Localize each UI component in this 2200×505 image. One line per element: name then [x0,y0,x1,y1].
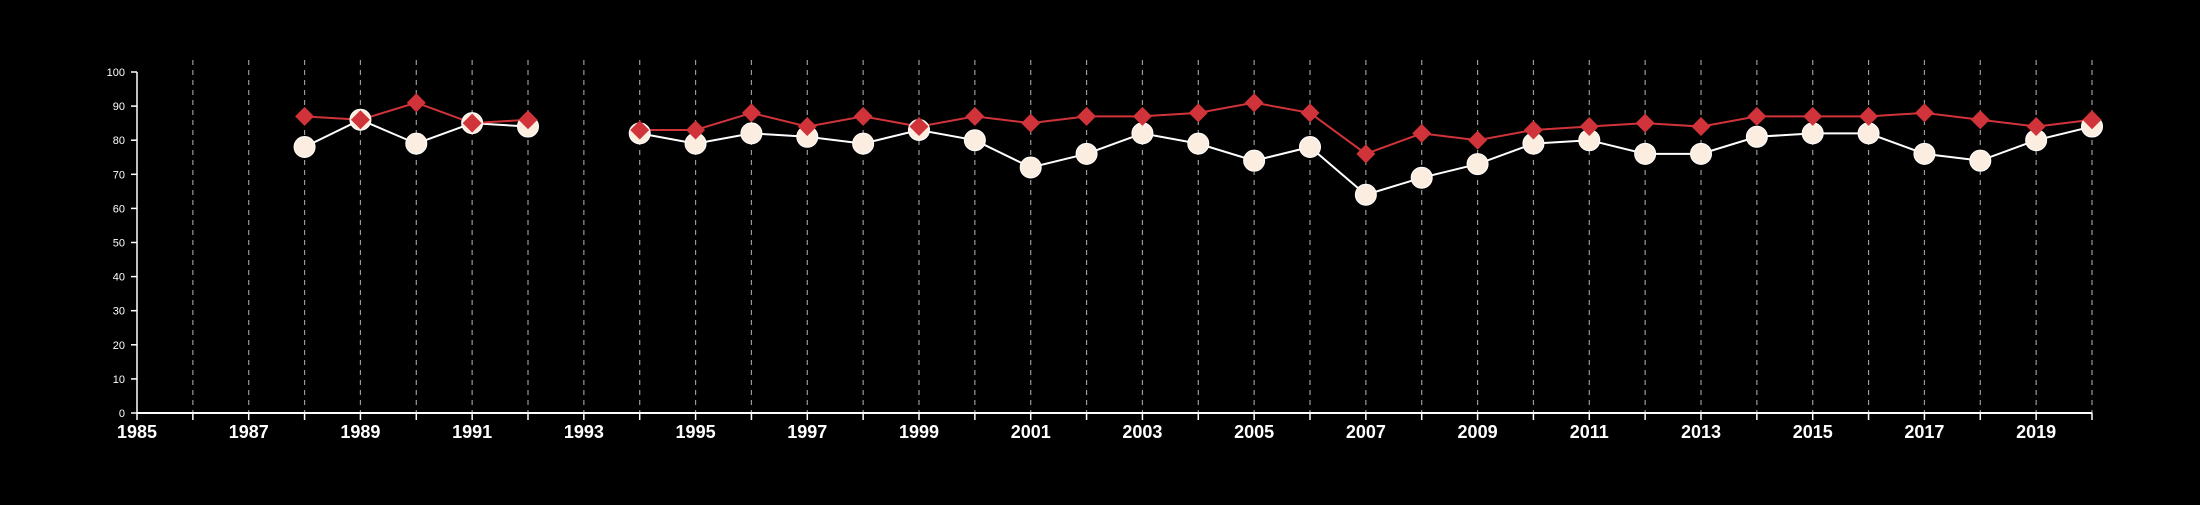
y-tick-label: 20 [113,340,125,352]
data-point-diamond [1747,106,1767,126]
data-point-diamond [1914,103,1934,123]
data-point-circle [1131,122,1154,145]
data-point-diamond [1523,120,1543,140]
y-tick-label: 100 [107,67,125,79]
data-point-circle [405,132,428,155]
data-point-diamond [406,93,426,113]
y-tick-label: 40 [113,272,125,284]
data-point-diamond [1970,110,1990,130]
data-point-circle [1466,153,1489,176]
axes: 0 10 20 30 40 50 60 70 80 90 100 1985 1987 1989 1991 19… [107,67,2093,442]
data-point-circle [1634,142,1657,165]
data-point-circle [963,129,986,152]
data-point-diamond [1691,117,1711,137]
y-tick-label: 50 [113,238,125,250]
y-tick-label: 0 [119,408,125,420]
data-point-circle [1969,149,1992,172]
x-tick-label: 2003 [1122,422,1162,442]
y-tick-label: 90 [113,101,125,113]
data-point-circle [740,122,763,145]
data-point-circle [1075,142,1098,165]
x-tick-label: 1999 [899,422,939,442]
data-point-diamond [2026,117,2046,137]
x-tick-label: 2019 [2016,422,2056,442]
data-point-diamond [462,113,482,133]
data-point-circle [852,132,875,155]
vertical-grid [192,60,2093,413]
data-point-diamond [1635,113,1655,133]
data-point-diamond [741,103,761,123]
data-point-diamond [797,117,817,137]
data-point-circle [1019,156,1042,179]
data-point-diamond [686,120,706,140]
data-point-diamond [1077,106,1097,126]
y-tick-label: 60 [113,203,125,215]
data-point-diamond [1300,103,1320,123]
data-point-circle [1243,149,1266,172]
data-point-diamond [853,106,873,126]
data-point-diamond [518,110,538,130]
x-tick-label: 2009 [1458,422,1498,442]
x-tick-label: 1985 [117,422,157,442]
data-point-diamond [1356,144,1376,164]
y-tick-label: 30 [113,306,125,318]
y-tick-label: 80 [113,135,125,147]
data-point-diamond [295,106,315,126]
data-point-diamond [1021,113,1041,133]
x-tick-label: 1995 [676,422,716,442]
data-point-circle [1801,122,1824,145]
data-point-diamond [1468,130,1488,150]
data-point-diamond [2082,110,2102,130]
data-point-circle [1745,125,1768,148]
data-point-circle [293,136,316,159]
x-tick-label: 1987 [229,422,269,442]
data-point-circle [1410,166,1433,189]
data-point-diamond [965,106,985,126]
series [293,93,2103,206]
x-tick-label: 2013 [1681,422,1721,442]
x-tick-label: 2007 [1346,422,1386,442]
data-point-diamond [1579,117,1599,137]
x-tick-label: 1993 [564,422,604,442]
x-tick-label: 2001 [1011,422,1051,442]
x-tick-label: 1989 [340,422,380,442]
data-point-circle [1913,142,1936,165]
data-point-circle [1187,132,1210,155]
x-tick-label: 1991 [452,422,492,442]
x-tick-label: 1997 [787,422,827,442]
x-tick-label: 2017 [1904,422,1944,442]
data-point-circle [1299,136,1321,159]
data-point-diamond [1859,106,1879,126]
x-tick-label: 2011 [1570,422,1609,442]
data-point-diamond [1188,103,1208,123]
y-tick-label: 70 [113,169,125,181]
data-point-diamond [1132,106,1152,126]
data-point-circle [1354,183,1377,206]
data-point-diamond [1803,106,1823,126]
data-point-diamond [350,110,370,130]
data-point-diamond [630,120,650,140]
data-point-diamond [1412,123,1432,143]
x-tick-label: 2005 [1234,422,1274,442]
data-point-circle [1857,122,1880,145]
x-tick-label: 2015 [1793,422,1833,442]
data-point-diamond [909,117,929,137]
data-point-diamond [1244,93,1264,113]
y-tick-label: 10 [113,374,125,386]
data-point-circle [1690,142,1712,165]
